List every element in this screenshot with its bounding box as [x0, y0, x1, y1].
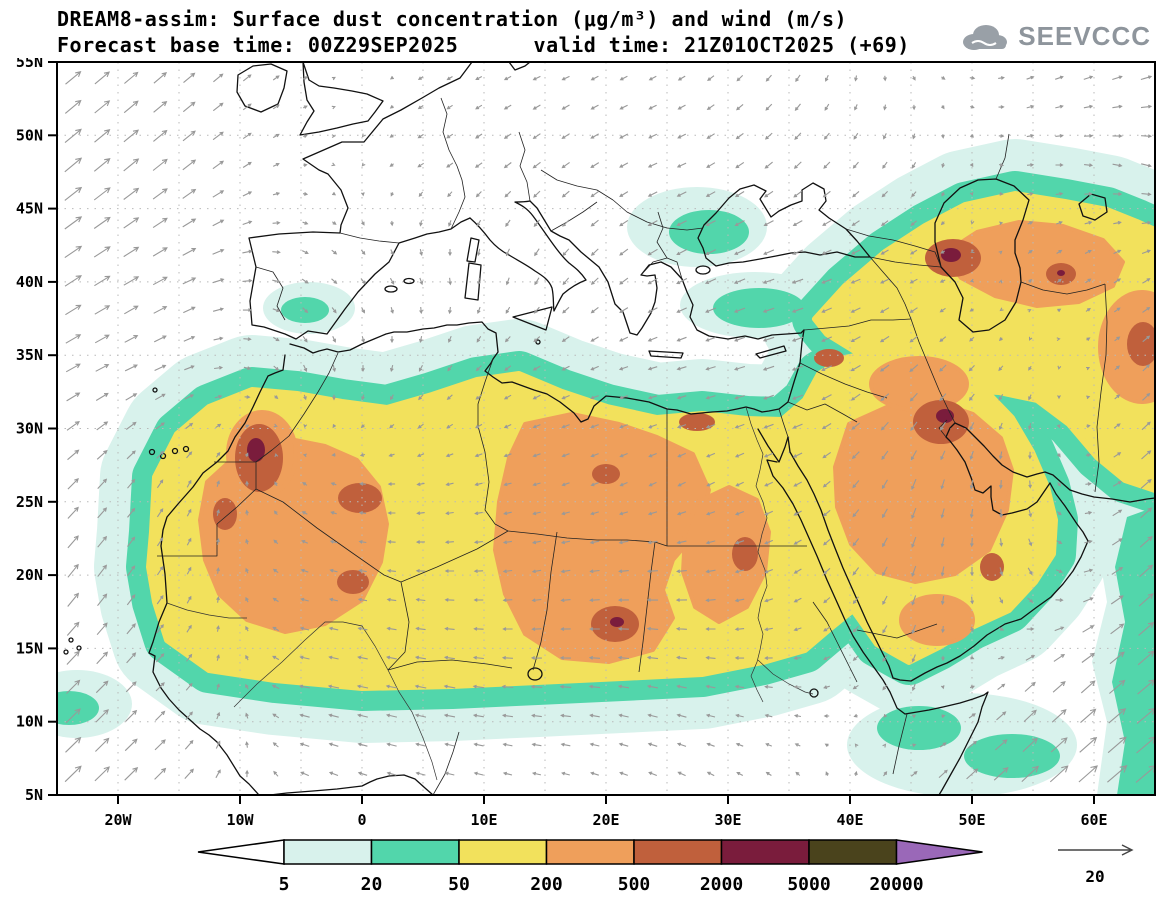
colorbar-left-arrow: [197, 839, 285, 865]
y-tick-label: 55N: [16, 58, 43, 71]
colorbar-segment: [720, 839, 810, 865]
country-borders-layer: [157, 97, 1108, 795]
chart-header: DREAM8-assim: Surface dust concentration…: [57, 6, 910, 58]
chart-title: DREAM8-assim: Surface dust concentration…: [57, 7, 848, 31]
colorbar-level-label: 20000: [869, 874, 923, 895]
x-tick-label: 10W: [226, 811, 254, 829]
reference-arrow-glyph: [1058, 844, 1134, 856]
x-tick-label: 0: [357, 811, 366, 829]
colorbar-level-label: 200: [530, 874, 563, 895]
y-tick-label: 5N: [25, 786, 43, 804]
y-tick-label: 45N: [16, 200, 43, 218]
colorbar-segment: [458, 839, 548, 865]
reference-arrow-value: 20: [1085, 867, 1104, 886]
y-tick-label: 40N: [16, 273, 43, 291]
colorbar-right-arrow: [895, 839, 983, 865]
wind-vectors-layer: [64, 71, 1155, 783]
y-tick-label: 10N: [16, 713, 43, 731]
wind-reference-arrow: 20: [1058, 844, 1134, 886]
axis-labels: 55N 50N 45N 40N 35N 30N 25N 20N 15N 10N 5N 20W 10W 0 1…: [16, 58, 1108, 829]
y-tick-label: 30N: [16, 420, 43, 438]
x-tick-label: 20W: [104, 811, 132, 829]
colorbar-level-label: 20: [361, 874, 383, 895]
x-tick-label: 60E: [1080, 811, 1107, 829]
y-tick-label: 20N: [16, 566, 43, 584]
colorbar-level-label: 5: [279, 874, 290, 895]
rivers-layer: [166, 406, 814, 781]
colorbar-legend: 5 20 50 200 500 2000 5000 20000: [197, 839, 983, 895]
colorbar-segment: [633, 839, 723, 865]
colorbar-segment: [370, 839, 460, 865]
x-tick-label: 40E: [836, 811, 863, 829]
colorbar-level-label: 5000: [787, 874, 830, 895]
seevccc-cloud-icon: [963, 25, 1008, 50]
x-tick-label: 30E: [714, 811, 741, 829]
chart-subtitle: Forecast base time: 00Z29SEP2025 valid t…: [57, 33, 910, 57]
colorbar-level-label: 50: [448, 874, 470, 895]
colorbar-segment: [808, 839, 898, 865]
colorbar-segment: [283, 839, 373, 865]
seevccc-logo: SEEVCCC: [954, 18, 1151, 54]
y-tick-label: 35N: [16, 346, 43, 364]
colorbar-level-label: 500: [618, 874, 651, 895]
x-tick-label: 50E: [958, 811, 985, 829]
seevccc-logo-text: SEEVCCC: [1018, 20, 1151, 51]
wind-arrows-path: [64, 71, 1155, 783]
x-tick-label: 10E: [470, 811, 497, 829]
colorbar-level-label: 2000: [700, 874, 743, 895]
y-tick-label: 25N: [16, 493, 43, 511]
dust-level-2000-spots: [247, 248, 1065, 627]
y-tick-label: 50N: [16, 126, 43, 144]
y-tick-label: 15N: [16, 639, 43, 657]
coastlines-layer: [63, 62, 1155, 795]
colorbar-segment: [545, 839, 635, 865]
dust-concentration-map: 55N 50N 45N 40N 35N 30N 25N 20N 15N 10N 5N 20W 10W 0 1…: [16, 58, 1156, 829]
x-tick-label: 20E: [592, 811, 619, 829]
